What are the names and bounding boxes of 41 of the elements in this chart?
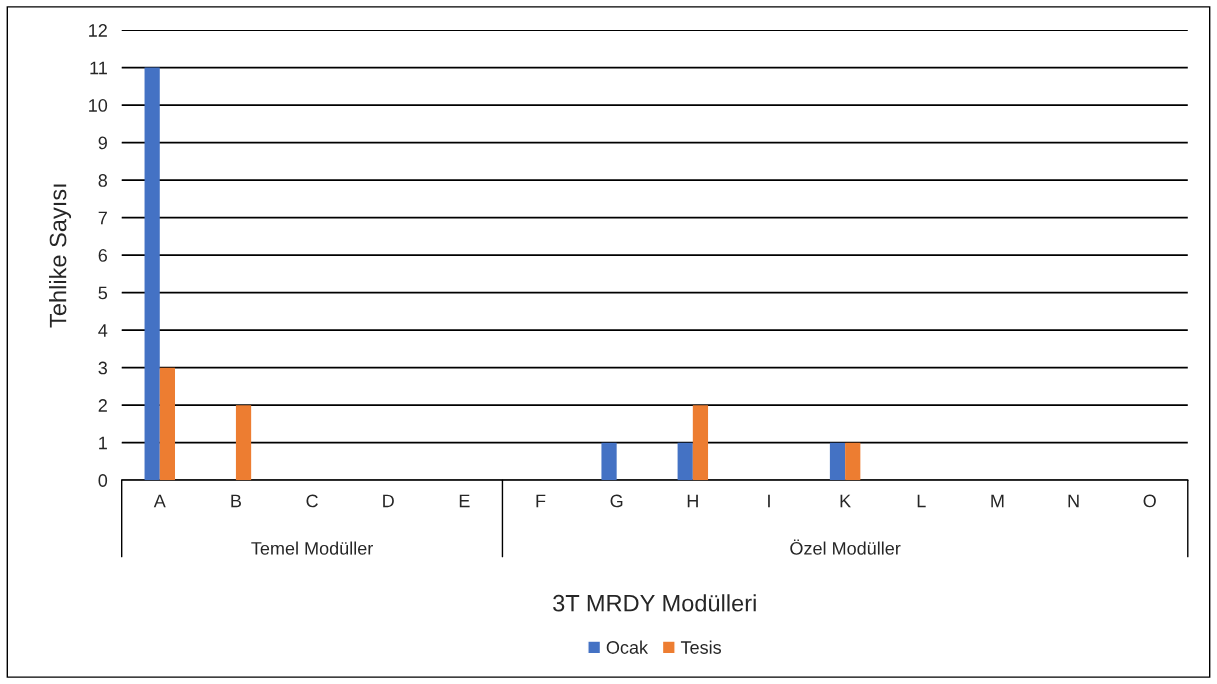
- x-tick-label: L: [917, 494, 926, 508]
- y-tick-label: 0: [98, 474, 108, 487]
- text: Özel Modüller: [790, 539, 901, 555]
- x-tick-label: D: [383, 494, 394, 508]
- y-tick-label: 2: [98, 399, 107, 412]
- legend-label: Tesis: [680, 640, 722, 654]
- x-tick-label: I: [768, 494, 770, 508]
- x-tick-label: O: [1143, 494, 1156, 508]
- legend-label: Ocak: [606, 640, 649, 654]
- x-tick-label: A: [153, 494, 166, 508]
- y-tick-label: 8: [98, 174, 108, 187]
- x-tick-label: K: [840, 494, 851, 508]
- bar: [829, 442, 846, 481]
- text: Temel Modüller: [251, 541, 373, 555]
- y-tick-label: 1: [99, 436, 107, 450]
- x-tick-label: H: [687, 494, 698, 508]
- y-tick-label: 11: [90, 61, 107, 75]
- y-tick-label: 9: [98, 136, 107, 150]
- bar: [845, 442, 861, 481]
- y-tick-label: 3: [98, 361, 108, 375]
- x-tick-label: G: [610, 494, 623, 508]
- x-tick-label: M: [991, 494, 1004, 508]
- y-axis-title: Tehlike Sayısı: [49, 184, 72, 328]
- x-tick-label: N: [1068, 494, 1079, 508]
- bar: [692, 405, 709, 481]
- y-tick-label: 12: [89, 24, 107, 37]
- bar: [677, 442, 693, 481]
- bar: [159, 367, 175, 481]
- y-tick-label: 5: [98, 286, 108, 300]
- y-tick-label: 7: [98, 211, 107, 225]
- y-tick-label: 6: [98, 249, 108, 262]
- bar: [235, 405, 252, 481]
- bar: [601, 442, 617, 481]
- x-tick-label: E: [459, 494, 470, 508]
- x-tick-label: F: [536, 494, 546, 508]
- x-tick-label: B: [231, 494, 241, 508]
- x-axis-title: 3T MRDY Modülleri: [553, 594, 756, 612]
- y-tick-label: 10: [89, 99, 108, 112]
- x-tick-label: C: [306, 494, 318, 508]
- y-tick-label: 4: [98, 324, 108, 337]
- bar: [144, 67, 160, 481]
